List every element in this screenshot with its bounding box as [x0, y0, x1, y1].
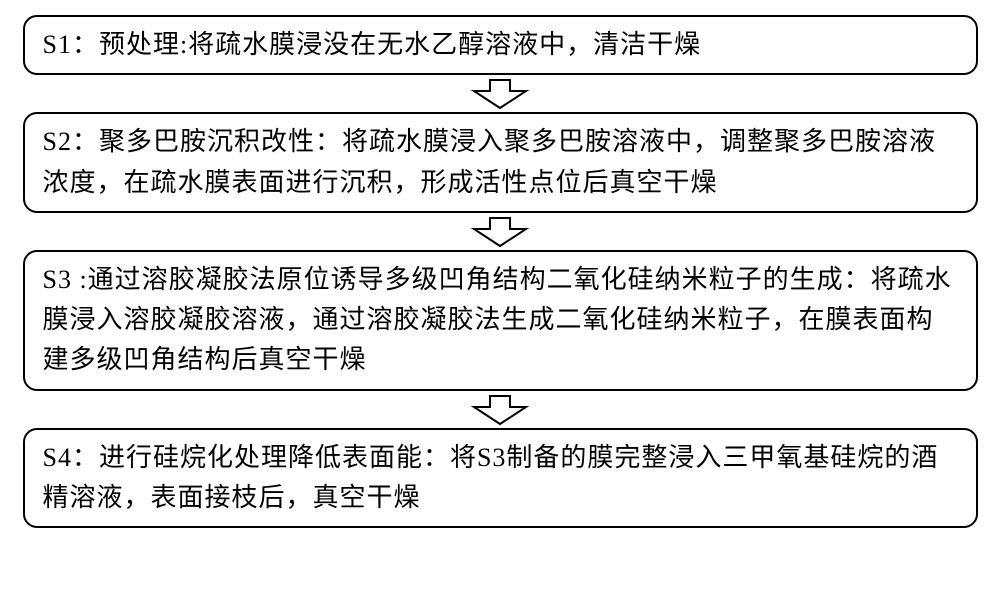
- flow-step-s2: S2：聚多巴胺沉积改性：将疏水膜浸入聚多巴胺溶液中，调整聚多巴胺溶液浓度，在疏水…: [23, 112, 978, 213]
- flow-step-s2-text: S2：聚多巴胺沉积改性：将疏水膜浸入聚多巴胺溶液中，调整聚多巴胺溶液浓度，在疏水…: [43, 122, 958, 203]
- flow-arrow-2: [470, 216, 530, 248]
- flow-arrow-3: [470, 394, 530, 426]
- arrow-down-icon: [470, 78, 530, 110]
- flow-step-s4: S4：进行硅烷化处理降低表面能：将S3制备的膜完整浸入三甲氧基硅烷的酒精溶液，表…: [23, 428, 978, 529]
- flow-step-s3-text: S3 :通过溶胶凝胶法原位诱导多级凹角结构二氧化硅纳米粒子的生成：将疏水膜浸入溶…: [43, 260, 958, 381]
- flow-step-s3: S3 :通过溶胶凝胶法原位诱导多级凹角结构二氧化硅纳米粒子的生成：将疏水膜浸入溶…: [23, 250, 978, 391]
- flow-step-s1-text: S1：预处理:将疏水膜浸没在无水乙醇溶液中，清洁干燥: [43, 25, 702, 65]
- arrow-down-icon: [470, 216, 530, 248]
- arrow-down-icon: [470, 394, 530, 426]
- flow-step-s4-text: S4：进行硅烷化处理降低表面能：将S3制备的膜完整浸入三甲氧基硅烷的酒精溶液，表…: [43, 438, 958, 519]
- flow-step-s1: S1：预处理:将疏水膜浸没在无水乙醇溶液中，清洁干燥: [23, 15, 978, 75]
- flow-arrow-1: [470, 78, 530, 110]
